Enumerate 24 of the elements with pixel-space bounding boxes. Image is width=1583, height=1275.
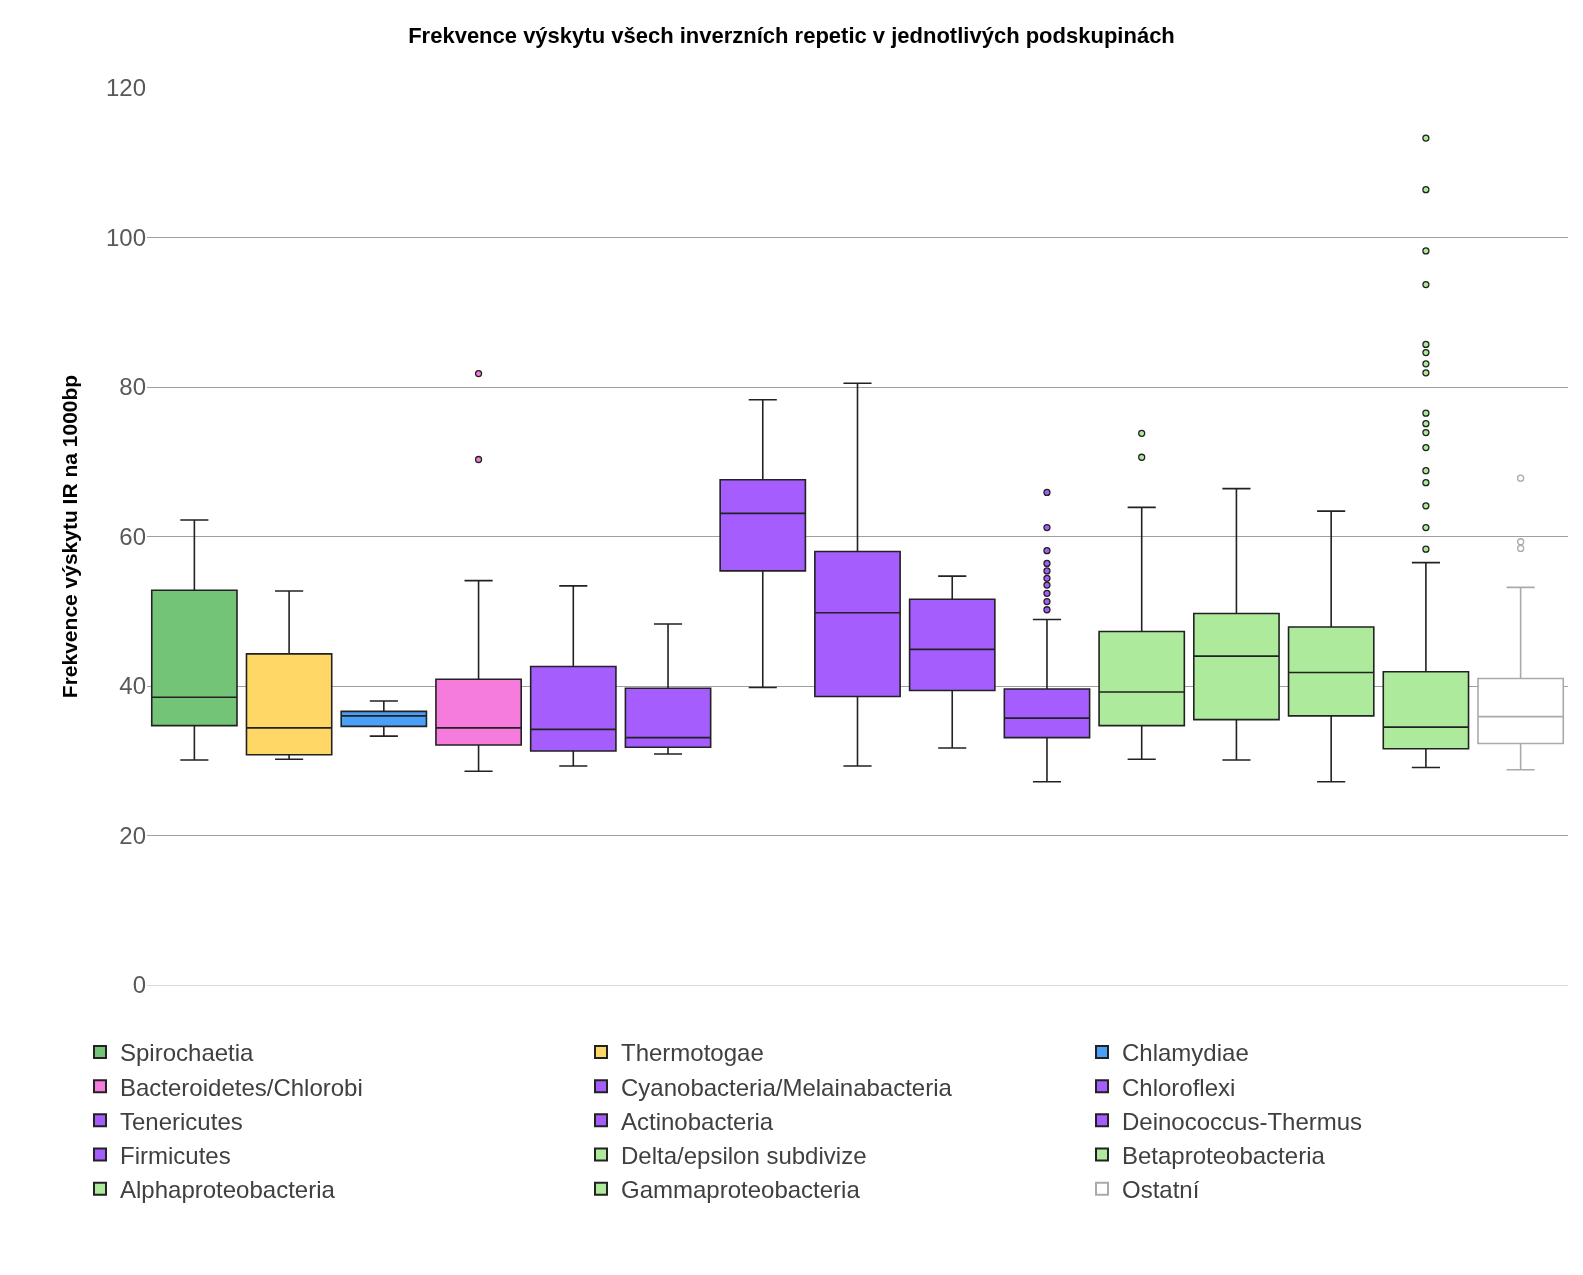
legend-label: Cyanobacteria/Melainabacteria: [621, 1073, 953, 1101]
legend-label: Gammaproteobacteria: [621, 1176, 861, 1204]
y-tick-label: 80: [119, 373, 146, 401]
y-tick-label: 60: [119, 522, 146, 550]
legend-label: Chlamydiae: [1122, 1039, 1249, 1067]
legend-label: Delta/epsilon subdivize: [621, 1141, 867, 1169]
legend-label: Thermotogae: [621, 1039, 764, 1067]
y-tick-label: 100: [105, 223, 146, 251]
y-tick-label: 40: [119, 672, 146, 700]
legend-label: Ostatní: [1122, 1176, 1200, 1204]
legend-label: Spirochaetia: [120, 1039, 255, 1067]
legend-label: Betaproteobacteria: [1122, 1141, 1326, 1169]
y-tick-label: 0: [132, 971, 146, 999]
y-tick-label: 120: [105, 74, 146, 102]
legend-label: Firmicutes: [120, 1141, 231, 1169]
y-axis-title: Frekvence výskytu IR na 1000bp: [58, 374, 82, 699]
legend-label: Actinobacteria: [621, 1107, 774, 1135]
legend-label: Tenericutes: [120, 1107, 243, 1135]
chart-title: Frekvence výskytu všech inverzních repetic v jednotlivých podskupinách: [408, 23, 1175, 49]
legend-label: Deinococcus-Thermus: [1122, 1107, 1363, 1135]
y-tick-label: 20: [119, 821, 146, 849]
legend-label: Alphaproteobacteria: [120, 1176, 336, 1204]
legend-label: Bacteroidetes/Chlorobi: [120, 1073, 363, 1101]
legend-label: Chloroflexi: [1122, 1073, 1236, 1101]
